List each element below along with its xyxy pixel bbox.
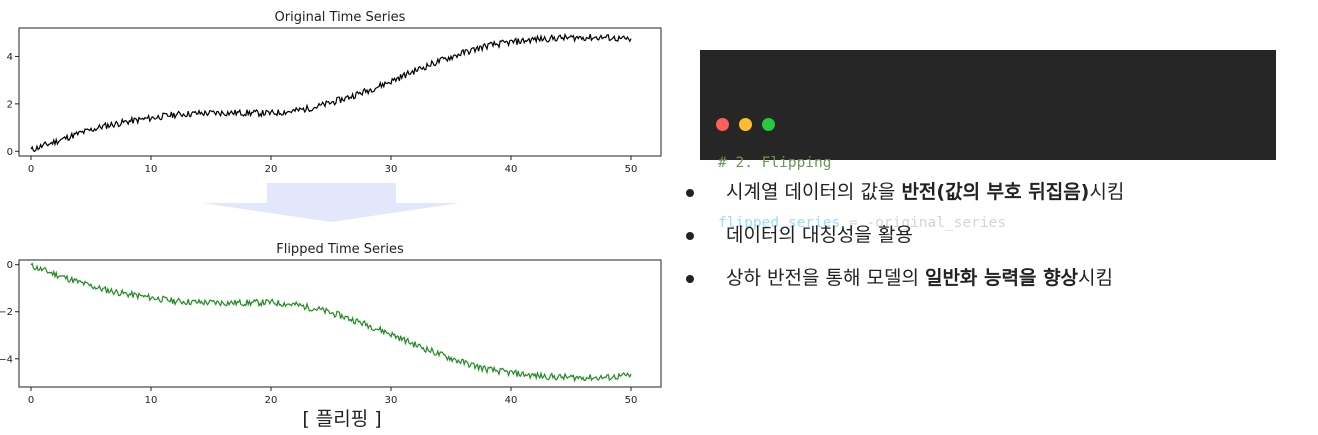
- bullet-text-end: 시킴: [1078, 267, 1114, 289]
- series-line: [30, 33, 632, 153]
- charts-panel: Original Time Series 0 10 20 30 40 50 0 2 4 Flippe…: [0, 10, 662, 430]
- x-tick-label: 50: [625, 164, 638, 175]
- code-window: # 2. Flipping flipped_series = -original…: [700, 50, 1276, 231]
- x-tick-label: 40: [505, 164, 518, 175]
- y-tick-label: −2: [0, 307, 13, 318]
- y-tick-label: 2: [7, 99, 13, 110]
- bullet-text: 데이터의 대칭성을 활용: [726, 224, 913, 246]
- x-tick-label: 20: [265, 164, 278, 175]
- y-tick-label: −4: [0, 354, 13, 365]
- x-tick-label: 0: [28, 164, 34, 175]
- bullet-dot-icon: [686, 189, 694, 197]
- y-tick-label: 0: [7, 260, 13, 271]
- charts-svg: Original Time Series 0 10 20 30 40 50 0 2 4 Flippe…: [0, 10, 662, 406]
- bullet-dot-icon: [686, 275, 694, 283]
- bullet-item: 시계열 데이터의 값을 반전(값의 부호 뒤집음)시킴: [686, 178, 1124, 221]
- figure-caption: [ 플리핑 ]: [302, 408, 382, 430]
- code-value: -original_series: [866, 215, 1007, 231]
- bullet-text: 시계열 데이터의 값을: [726, 181, 902, 203]
- code-operator: =: [840, 215, 867, 231]
- bullet-bold: 반전(값의 부호 뒤집음): [901, 181, 1090, 203]
- bullet-list: 시계열 데이터의 값을 반전(값의 부호 뒤집음)시킴 데이터의 대칭성을 활용…: [686, 178, 1124, 307]
- x-tick-label: 10: [145, 395, 158, 406]
- chart-title: Original Time Series: [275, 10, 406, 25]
- x-tick-label: 10: [145, 164, 158, 175]
- code-comment: # 2. Flipping: [718, 155, 832, 171]
- bullet-item: 데이터의 대칭성을 활용: [686, 221, 1124, 264]
- down-arrow-icon: [202, 183, 460, 222]
- code-variable: flipped_series: [718, 215, 841, 231]
- plot-frame: [18, 27, 662, 157]
- x-tick-label: 0: [28, 395, 34, 406]
- bullet-bold: 일반화 능력을 향상: [924, 267, 1079, 289]
- bullet-item: 상하 반전을 통해 모델의 일반화 능력을 향상시킴: [686, 264, 1124, 307]
- x-tick-label: 50: [625, 395, 638, 406]
- y-tick-label: 0: [7, 147, 13, 158]
- code-block: # 2. Flipping flipped_series = -original…: [718, 113, 1006, 273]
- x-tick-label: 30: [385, 395, 398, 406]
- y-tick-label: 4: [7, 52, 13, 63]
- minimize-dot-icon: [739, 118, 752, 131]
- plot-frame: [18, 259, 662, 388]
- chart-title: Flipped Time Series: [276, 242, 404, 257]
- code-line: flipped_series = -original_series: [718, 213, 1006, 233]
- x-tick-label: 30: [385, 164, 398, 175]
- maximize-dot-icon: [762, 118, 775, 131]
- bullet-text-end: 시킴: [1089, 181, 1125, 203]
- close-dot-icon: [716, 118, 729, 131]
- bullet-dot-icon: [686, 232, 694, 240]
- bullet-text: 상하 반전을 통해 모델의: [726, 267, 925, 289]
- series-line: [30, 262, 632, 383]
- x-tick-label: 40: [505, 395, 518, 406]
- x-tick-label: 20: [265, 395, 278, 406]
